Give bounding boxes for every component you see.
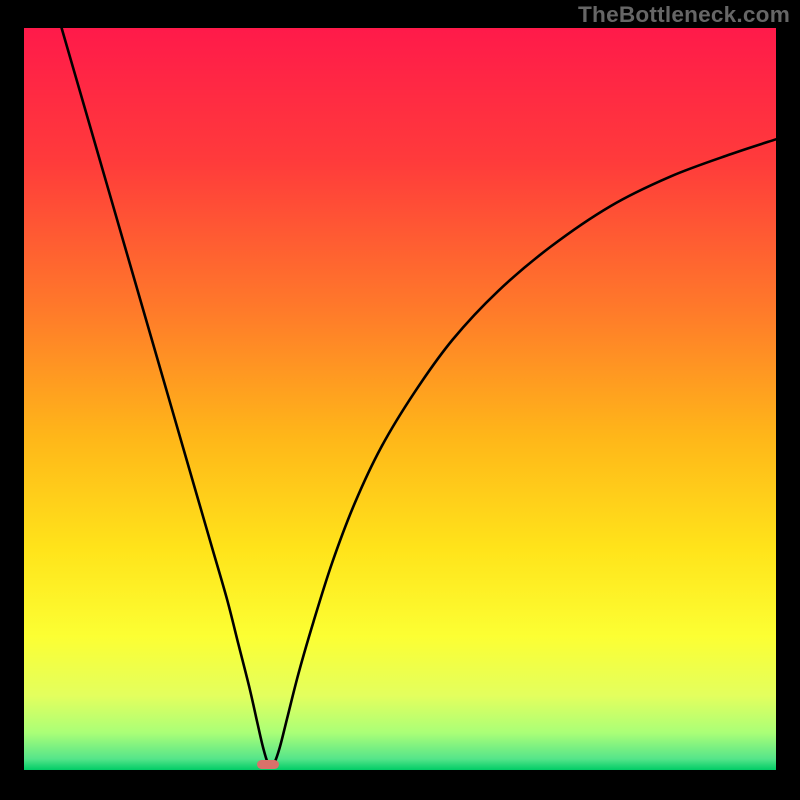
chart-stage: TheBottleneck.com: [0, 0, 800, 800]
bottleneck-curve: [24, 28, 776, 770]
curve-marker: [257, 760, 279, 769]
plot-area: [24, 28, 776, 770]
watermark-label: TheBottleneck.com: [578, 2, 790, 28]
